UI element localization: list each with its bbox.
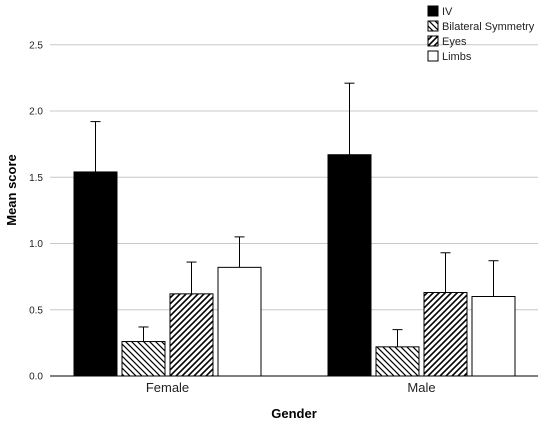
legend-label: IV — [442, 6, 453, 18]
y-tick-label: 0.5 — [29, 305, 43, 316]
bar-iv-female — [73, 171, 118, 377]
legend-label: Limbs — [442, 51, 472, 63]
legend: IV Bilateral Symmetry Eyes Limbs — [427, 5, 535, 63]
legend-swatch — [427, 35, 439, 47]
bar-bilateral-symmetry-male — [375, 346, 420, 377]
legend-label: Eyes — [442, 36, 467, 48]
bar-iv-male — [327, 154, 372, 377]
error-bars — [90, 82, 499, 347]
y-tick-label: 2.5 — [29, 40, 43, 51]
legend-swatch — [427, 5, 439, 17]
legend-label: Bilateral Symmetry — [442, 21, 535, 33]
x-tick-label: Male — [407, 380, 435, 395]
y-tick-label: 1.5 — [29, 173, 43, 184]
bar-eyes-female — [169, 293, 214, 377]
gridlines — [50, 44, 538, 311]
legend-swatch — [427, 20, 439, 32]
x-axis: Female Male — [146, 380, 436, 395]
y-axis-title: Mean score — [4, 154, 19, 226]
y-tick-label: 1.0 — [29, 239, 43, 250]
bar-limbs-male — [471, 296, 516, 377]
bars — [73, 154, 516, 377]
x-tick-label: Female — [146, 380, 189, 395]
x-axis-title: Gender — [271, 406, 317, 421]
y-axis: 0.0 0.5 1.0 1.5 2.0 2.5 — [29, 40, 43, 382]
y-tick-label: 0.0 — [29, 372, 43, 383]
legend-swatch — [427, 50, 439, 62]
bar-limbs-female — [217, 266, 262, 377]
bar-eyes-male — [423, 292, 468, 377]
bar-bilateral-symmetry-female — [121, 341, 166, 377]
y-tick-label: 2.0 — [29, 107, 43, 118]
